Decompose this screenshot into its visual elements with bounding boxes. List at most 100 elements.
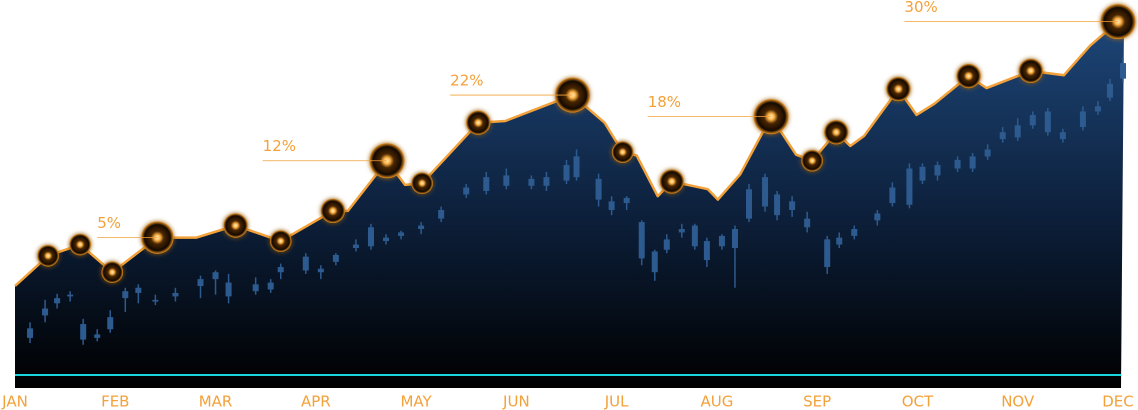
candle-body — [42, 308, 49, 316]
candle-body — [703, 241, 710, 261]
x-tick-label: SEP — [803, 393, 831, 410]
x-tick-label: AUG — [700, 393, 733, 410]
candle-body — [438, 209, 445, 219]
x-tick-label: JAN — [1, 393, 28, 410]
x-tick-label: FEB — [101, 393, 129, 410]
marker — [801, 149, 823, 172]
candle-body — [27, 328, 34, 338]
candle-body — [638, 222, 645, 259]
candle-body — [906, 168, 913, 205]
line-layer — [14, 4, 1136, 287]
candle-body — [543, 177, 550, 186]
candle-body — [1014, 125, 1021, 138]
candle-body — [573, 156, 580, 178]
marker — [956, 63, 981, 89]
candle-body — [94, 334, 101, 338]
candle-body — [934, 165, 941, 176]
baseline — [15, 374, 1121, 376]
candle-body — [851, 228, 858, 236]
candle-layer — [27, 57, 1127, 345]
marker — [611, 141, 634, 163]
candle-body — [332, 254, 339, 262]
candle-body — [919, 166, 926, 181]
candle-body — [651, 251, 658, 273]
marker — [69, 233, 91, 256]
candle-body — [212, 272, 219, 280]
candle-body — [969, 156, 976, 169]
candle-body — [107, 317, 114, 330]
candle-body — [663, 239, 670, 250]
candle-body — [172, 292, 179, 297]
x-tick-label: DEC — [1102, 393, 1134, 410]
x-tick-label: JUN — [502, 393, 530, 410]
candle-body — [1094, 106, 1101, 112]
candle-body — [874, 213, 881, 221]
candle-body — [197, 279, 204, 287]
x-tick-label: JUL — [604, 393, 629, 410]
candle-body — [595, 178, 602, 200]
marker — [369, 143, 405, 179]
candle-body — [824, 239, 831, 268]
candle-body — [80, 324, 87, 340]
annotation-label: 12% — [263, 137, 296, 155]
candle-body — [1079, 111, 1086, 128]
candle-body — [67, 294, 74, 297]
candle-body — [483, 177, 490, 191]
candle-body — [1044, 111, 1051, 133]
candle-body — [317, 268, 324, 273]
candle-body — [152, 299, 159, 302]
candle-body — [1059, 132, 1066, 140]
candle-body — [691, 225, 698, 247]
candle-body — [1106, 83, 1113, 98]
marker — [223, 213, 248, 238]
marker — [320, 198, 346, 224]
candle-body — [367, 227, 374, 247]
marker — [411, 172, 433, 194]
candle-body — [225, 282, 232, 297]
annotation-label: 22% — [450, 72, 483, 90]
x-tick-label: MAY — [400, 393, 432, 410]
x-tick-label: NOV — [1001, 393, 1035, 410]
candle-body — [774, 194, 781, 216]
candle-body — [731, 228, 738, 249]
candle-body — [762, 177, 769, 207]
candle-body — [1029, 114, 1036, 126]
marker — [101, 261, 124, 284]
x-tick-label: OCT — [902, 393, 934, 410]
candle-body — [718, 235, 725, 247]
marker — [269, 230, 292, 252]
candle-body — [789, 201, 796, 210]
candle-body — [252, 284, 259, 292]
candle-body — [383, 237, 390, 242]
candle-body — [54, 298, 61, 304]
candle-body — [302, 256, 309, 271]
candle-body — [836, 237, 843, 245]
marker — [659, 169, 684, 194]
marker — [37, 244, 59, 267]
annotation-label: 18% — [648, 93, 681, 111]
candle-body — [503, 175, 510, 186]
candle-body — [277, 267, 284, 273]
candle-body — [352, 244, 359, 249]
candle-body — [528, 178, 535, 186]
x-tick-label: APR — [301, 393, 331, 410]
marker — [1018, 58, 1043, 84]
x-tick-label: MAR — [199, 393, 233, 410]
marker — [466, 110, 491, 135]
candle-body — [135, 287, 142, 293]
candle-body — [745, 189, 752, 219]
candle-body — [418, 225, 425, 229]
marker — [886, 76, 911, 102]
area-layer — [15, 21, 1124, 388]
candle-body — [1120, 63, 1127, 79]
candle-body — [999, 132, 1006, 140]
candle-body — [398, 232, 405, 236]
candle-body — [623, 197, 630, 204]
candle-body — [267, 282, 274, 290]
candle-body — [608, 201, 615, 210]
candle-body — [563, 165, 570, 181]
annotation-label: 5% — [97, 214, 121, 232]
candle-body — [954, 159, 961, 169]
